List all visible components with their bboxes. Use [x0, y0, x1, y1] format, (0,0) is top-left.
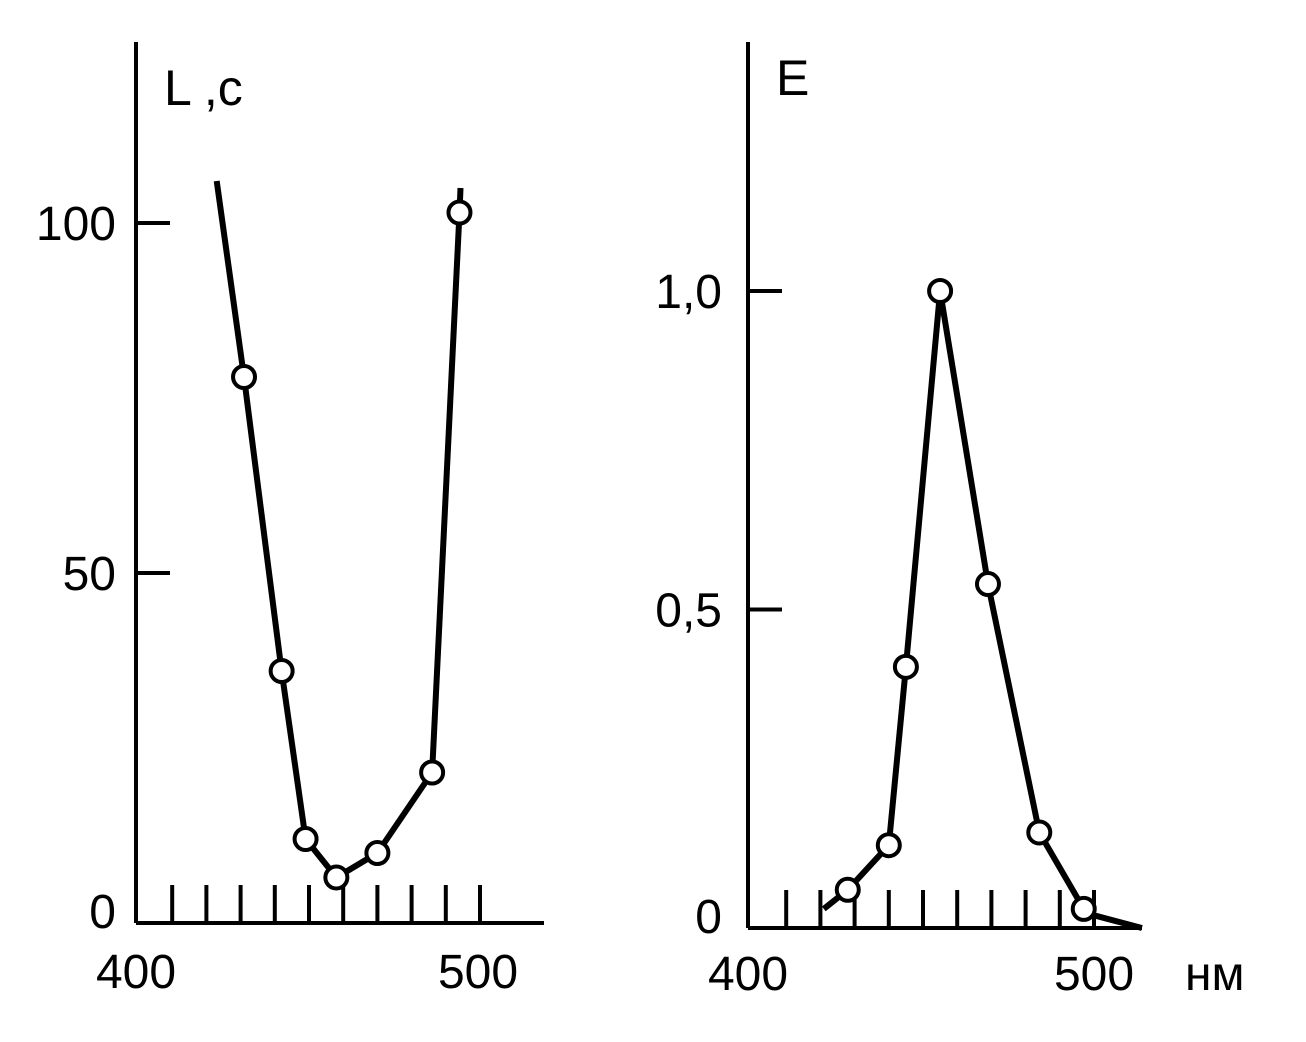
left-y-tick-label: 0 — [89, 886, 116, 939]
left-x-tick-label: 400 — [96, 946, 176, 999]
right-x-tick-label: 400 — [708, 948, 788, 1001]
left-data-point — [364, 840, 391, 866]
left-y-axis-title: L ,c — [164, 60, 243, 116]
right-x-tick-label: 500 — [1054, 948, 1134, 1001]
right-data-point — [1026, 819, 1053, 846]
right-series-line — [821, 288, 1143, 931]
right-y-tick-label: 0 — [695, 891, 722, 944]
right-y-axis-title: E — [776, 50, 809, 106]
left-y-tick-label: 50 — [63, 548, 116, 601]
right-data-point — [974, 571, 1001, 598]
right-x-axis-unit: нм — [1185, 948, 1245, 1001]
right-data-point — [834, 876, 861, 903]
right-data-point — [875, 832, 902, 859]
left-data-point — [323, 864, 350, 891]
chart-right-efficiency: E нм 400 500 0 0,5 1,0 — [655, 42, 1245, 1001]
left-data-point — [292, 826, 319, 852]
left-x-tick-label: 500 — [438, 946, 518, 999]
right-y-tick-label: 1,0 — [655, 266, 722, 319]
left-y-tick-label: 100 — [36, 198, 116, 251]
right-data-point — [927, 278, 954, 304]
left-data-point — [231, 364, 258, 390]
right-data-point — [892, 653, 919, 680]
left-data-point — [446, 199, 473, 226]
right-data-point — [1070, 895, 1097, 922]
left-data-point — [268, 658, 295, 684]
chart-left-duration: L ,c 400 500 0 50 100 — [36, 42, 544, 999]
right-y-tick-label: 0,5 — [655, 585, 722, 638]
left-data-point — [419, 759, 446, 786]
